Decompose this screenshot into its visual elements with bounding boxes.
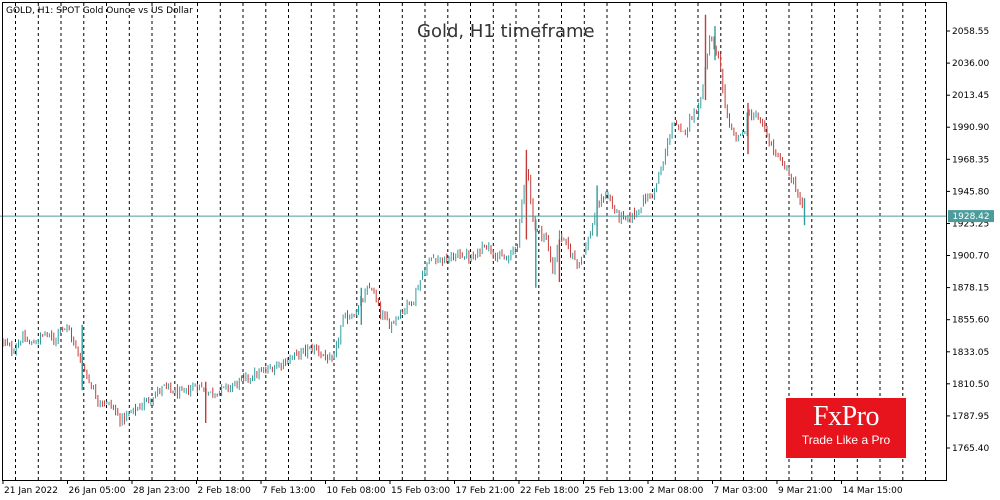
y-tick-label-6: 1923.25 (952, 220, 989, 230)
logo-tagline: Trade Like a Pro (801, 433, 891, 447)
current-price-label: 1928.42 (952, 212, 989, 222)
current-price-tag: 1928.42 (948, 210, 994, 223)
y-tick-label-2: 2013.45 (952, 91, 989, 101)
x-tick-label-5: 10 Feb 08:00 (327, 486, 386, 496)
x-tick-label-0: 21 Jan 2022 (4, 486, 58, 496)
y-tick-label-4: 1968.35 (952, 155, 989, 165)
x-tick-label-4: 7 Feb 13:00 (262, 486, 316, 496)
x-tick-label-7: 17 Feb 21:00 (456, 486, 515, 496)
y-tick-label-11: 1810.50 (952, 380, 989, 390)
x-tick-label-1: 26 Jan 05:00 (69, 486, 126, 496)
y-tick-label-13: 1765.40 (952, 444, 989, 454)
x-tick-label-12: 9 Mar 21:00 (778, 486, 833, 496)
chart-title: Gold, H1 timeframe (417, 21, 595, 42)
y-tick-label-1: 2036.00 (952, 59, 989, 69)
y-tick-label-0: 2058.55 (952, 27, 989, 37)
x-tick-label-10: 2 Mar 08:00 (649, 486, 704, 496)
logo-name: FxPro (813, 401, 879, 432)
x-axis: 21 Jan 2022 26 Jan 05:00 28 Jan 23:00 2 Feb… (2, 480, 903, 496)
x-tick-label-6: 15 Feb 03:00 (391, 486, 450, 496)
y-tick-label-12: 1787.95 (952, 412, 989, 422)
x-tick-label-11: 7 Mar 03:00 (714, 486, 769, 496)
candles (2, 14, 806, 427)
y-tick-label-10: 1833.05 (952, 348, 989, 358)
x-tick-label-3: 2 Feb 18:00 (198, 486, 252, 496)
y-tick-label-7: 1900.70 (952, 252, 989, 262)
x-tick-label-8: 22 Feb 18:00 (520, 486, 579, 496)
x-tick-label-9: 25 Feb 13:00 (585, 486, 644, 496)
y-tick-label-9: 1855.60 (952, 316, 989, 326)
y-tick-label-8: 1878.15 (952, 284, 989, 294)
symbol-info: GOLD, H1: SPOT Gold Ounce vs US Dollar (6, 6, 193, 16)
x-tick-label-2: 28 Jan 23:00 (133, 486, 190, 496)
x-tick-label-13: 14 Mar 15:00 (843, 486, 903, 496)
y-tick-label-3: 1990.90 (952, 123, 989, 133)
fxpro-logo: FxPro Trade Like a Pro (786, 398, 906, 458)
y-tick-label-5: 1945.80 (952, 187, 989, 197)
y-axis: 2058.55 2036.00 2013.45 1990.90 1968.35 1945.… (946, 27, 989, 454)
